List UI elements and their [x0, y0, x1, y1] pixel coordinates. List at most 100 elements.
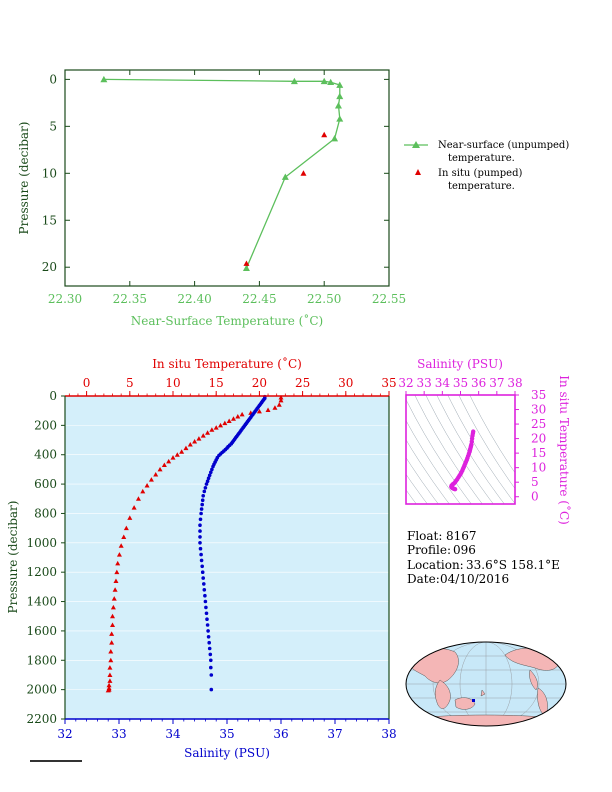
ns-x-tick-label: 22.30 [48, 292, 82, 306]
pressure-tick-label: 2200 [26, 712, 57, 726]
salinity-point [202, 588, 207, 592]
salinity-point [205, 623, 210, 627]
ns-y-tick-label: 10 [42, 166, 57, 180]
temperature-point [116, 552, 122, 557]
profile-label: Profile: [407, 543, 451, 557]
ts-y-tick-label: 20 [531, 432, 546, 446]
ts-y-tick-label: 5 [531, 475, 539, 489]
temperature-point [110, 604, 116, 610]
ns-y-tick-label: 15 [42, 213, 57, 227]
near-surface-y-ticks: 0 5 10 15 20 [42, 72, 389, 274]
near-surface-point [331, 135, 339, 142]
salinity-point [209, 658, 213, 663]
near-surface-chart: 22.30 22.35 22.40 22.45 22.50 22.55 05101520 … [17, 69, 569, 328]
temperature-tick-label: 35 [381, 376, 396, 390]
location-value: 33.6°S 158.1°E [466, 558, 560, 572]
temperature-tick-label: 25 [295, 376, 310, 390]
pressure-tick-label: 1800 [26, 653, 57, 667]
salinity-point [207, 646, 212, 651]
temperature-point [170, 455, 176, 460]
salinity-point [206, 476, 211, 481]
salinity-point [200, 502, 204, 507]
ts-x-tick-label: 35 [453, 376, 468, 390]
ts-background [406, 395, 515, 504]
temperature-point [239, 411, 245, 417]
salinity-tick-label: 32 [57, 727, 72, 741]
temperature-point [148, 477, 154, 482]
temperature-point [192, 439, 198, 444]
near-surface-plot [100, 75, 344, 271]
profile-panel-background [65, 396, 389, 719]
salinity-point [210, 467, 214, 472]
ts-x-label: Salinity (PSU) [417, 357, 503, 371]
ts-x-tick-label: 33 [417, 376, 432, 390]
salinity-ticks: 32 33 34 35 36 37 38 [57, 719, 397, 741]
world-map [405, 641, 567, 727]
legend-near-surface-label-1: Near-surface (unpumped) [438, 140, 569, 151]
temperature-point [226, 418, 232, 423]
ts-y-tick-label: 10 [531, 461, 546, 475]
salinity-point [204, 482, 209, 486]
temperature-point [131, 505, 137, 510]
temperature-point [278, 394, 284, 400]
salinity-point [206, 635, 211, 639]
temperature-point [278, 397, 284, 403]
near-surface-point [336, 92, 344, 100]
near-surface-point [242, 264, 250, 271]
temperature-point [230, 416, 236, 421]
salinity-tick-label: 35 [219, 727, 234, 741]
salinity-point [198, 529, 202, 533]
footer-mark [30, 760, 82, 762]
salinity-point [198, 546, 203, 551]
temperature-point [166, 458, 172, 464]
near-surface-frame [64, 69, 390, 287]
float-location-marker [472, 699, 475, 702]
salinity-tick-label: 36 [273, 727, 288, 741]
pressure-tick-label: 1400 [26, 595, 57, 609]
legend-near-surface-label-2: temperature. [448, 153, 515, 164]
temperature-point [110, 613, 116, 619]
temperature-point [272, 405, 278, 410]
near-surface-point [327, 78, 335, 86]
temperature-point [135, 496, 141, 501]
salinity-point [203, 599, 208, 604]
salinity-point [207, 473, 212, 478]
temperature-point [114, 569, 120, 575]
in-situ-point [243, 260, 250, 266]
temperature-ticks: 0 5 10 15 20 25 30 35 [68, 376, 397, 396]
salinity-point [202, 489, 207, 494]
temperature-tick-label: 30 [338, 376, 353, 390]
salinity-point [201, 494, 205, 498]
ns-y-tick-label: 20 [42, 260, 57, 274]
salinity-point [199, 558, 204, 563]
float-label: Float: [407, 529, 442, 543]
in-situ-point [300, 170, 307, 176]
temperature-point [183, 445, 189, 451]
salinity-point [205, 479, 210, 484]
ts-x-tick-label: 37 [489, 376, 504, 390]
temperature-point [187, 441, 193, 447]
ns-x-tick-label: 22.50 [307, 292, 341, 306]
salinity-point [209, 673, 214, 677]
pressure-tick-label: 800 [34, 506, 57, 520]
temperature-point [123, 525, 129, 531]
salinity-point [199, 507, 204, 511]
density-contour [447, 395, 515, 504]
temperature-point [235, 414, 241, 419]
density-contour [406, 473, 428, 504]
salinity-point [203, 486, 208, 490]
salinity-point [206, 629, 210, 633]
temperature-point [109, 640, 115, 645]
salinity-point [199, 552, 203, 557]
temperature-point [157, 466, 163, 472]
map-border [405, 641, 567, 727]
salinity-point [203, 593, 207, 598]
salinity-point [204, 611, 209, 616]
profile-value: 096 [453, 543, 476, 557]
temperature-point [107, 665, 113, 670]
ts-plot [449, 429, 476, 492]
salinity-point [208, 652, 213, 657]
near-surface-point [281, 173, 289, 180]
salinity-point [209, 470, 213, 475]
